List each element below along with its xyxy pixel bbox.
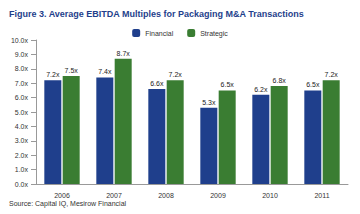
svg-text:6.6x: 6.6x <box>150 80 164 87</box>
svg-text:7.2x: 7.2x <box>169 71 183 78</box>
svg-text:8.7x: 8.7x <box>117 50 131 57</box>
svg-text:2009: 2009 <box>210 192 226 199</box>
svg-text:7.0x: 7.0x <box>15 80 29 87</box>
svg-text:6.5x: 6.5x <box>221 81 235 88</box>
svg-text:6.2x: 6.2x <box>254 86 268 93</box>
svg-text:2008: 2008 <box>158 192 174 199</box>
svg-text:10.0x: 10.0x <box>11 37 29 44</box>
svg-text:7.5x: 7.5x <box>65 67 79 74</box>
svg-text:Figure 3. Average EBITDA Multi: Figure 3. Average EBITDA Multiples for P… <box>9 9 304 19</box>
svg-text:2007: 2007 <box>106 192 122 199</box>
svg-text:7.4x: 7.4x <box>98 68 112 75</box>
svg-text:5.3x: 5.3x <box>202 99 216 106</box>
svg-text:2006: 2006 <box>54 192 70 199</box>
svg-text:7.2x: 7.2x <box>46 71 60 78</box>
svg-text:2.0x: 2.0x <box>15 152 29 159</box>
svg-text:Financial: Financial <box>145 30 173 37</box>
svg-text:Strategic: Strategic <box>200 30 228 38</box>
svg-text:6.0x: 6.0x <box>15 94 29 101</box>
svg-text:2011: 2011 <box>314 192 329 199</box>
svg-text:Source: Capital IQ, Mesirow Fi: Source: Capital IQ, Mesirow Financial <box>9 200 127 208</box>
svg-text:9.0x: 9.0x <box>15 51 29 58</box>
svg-text:1.0x: 1.0x <box>15 166 29 173</box>
svg-text:5.0x: 5.0x <box>15 109 29 116</box>
svg-text:6.8x: 6.8x <box>273 77 287 84</box>
svg-text:7.2x: 7.2x <box>325 71 339 78</box>
svg-text:3.0x: 3.0x <box>15 137 29 144</box>
svg-text:4.0x: 4.0x <box>15 123 29 130</box>
svg-text:6.5x: 6.5x <box>306 81 320 88</box>
svg-text:8.0x: 8.0x <box>15 65 29 72</box>
svg-text:2010: 2010 <box>262 192 278 199</box>
svg-text:0.0x: 0.0x <box>15 181 29 188</box>
